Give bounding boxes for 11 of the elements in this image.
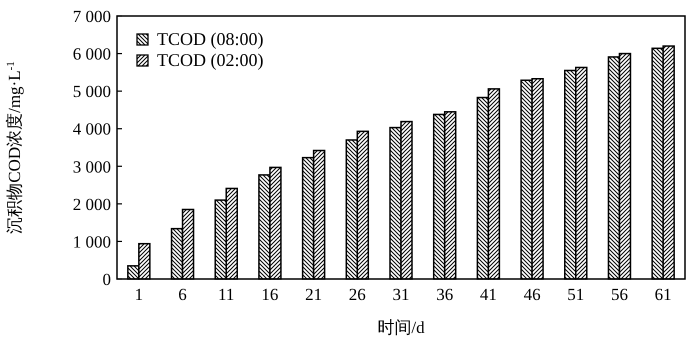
y-tick-label: 3 000 — [72, 157, 111, 176]
y-tick-label: 1 000 — [72, 232, 111, 252]
y-tick-label: 7 000 — [72, 7, 111, 26]
y-tick-label: 6 000 — [72, 44, 111, 64]
x-axis-title: 时间/d — [377, 318, 426, 337]
y-tick-label: 5 000 — [72, 82, 111, 102]
legend-label: TCOD (08:00) — [157, 29, 264, 49]
y-tick-label: 0 — [102, 270, 111, 289]
y-tick-label: 2 000 — [72, 194, 111, 214]
y-tick-label: 4 000 — [72, 120, 111, 139]
legend-label: TCOD (02:00) — [157, 50, 264, 70]
